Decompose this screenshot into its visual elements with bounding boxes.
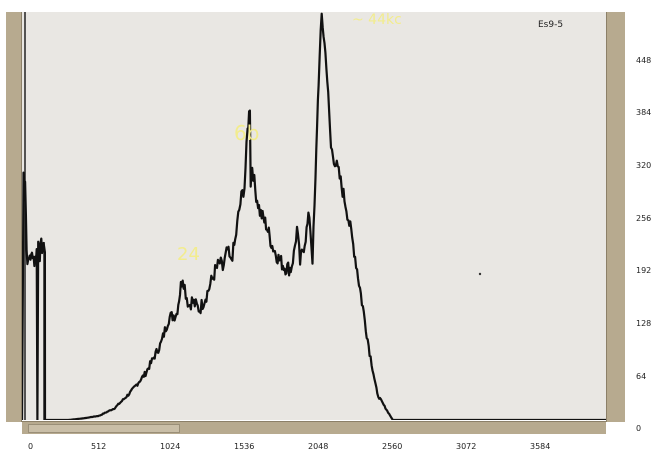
x-tick-label: 2048 [308,442,329,451]
spectrum-plot-svg: ~ 44kc 6b 24 [22,12,606,420]
right-frame-border [606,12,625,422]
x-tick-label: 2560 [382,442,403,451]
y-tick-label: 0 [636,424,642,433]
x-tick-label: 1024 [160,442,181,451]
y-tick-label: 192 [636,266,652,275]
chart-id-label: Es9-5 [538,20,564,30]
x-tick-label: 512 [91,442,107,451]
peak-annotation-24: 24 [177,244,200,265]
y-tick-label: 384 [636,108,652,117]
x-tick-label: 1536 [234,442,255,451]
x-tick-label: 3072 [456,442,477,451]
peak-annotation-44kc: ~ 44kc [352,12,402,28]
y-tick-label: 256 [636,214,652,223]
y-tick-label: 64 [636,372,647,381]
y-tick-label: 128 [636,319,652,328]
horizontal-scrollbar[interactable] [22,421,606,434]
x-tick-label: 3584 [530,442,551,451]
y-tick-label: 448 [636,56,652,65]
spectrum-series-line [22,12,606,420]
y-tick-label: 320 [636,161,652,170]
stray-dot [478,272,482,276]
x-tick-label: 0 [28,442,34,451]
scrollbar-thumb[interactable] [28,424,180,433]
peak-annotation-6b: 6b [234,121,259,145]
left-frame-border [6,12,22,422]
